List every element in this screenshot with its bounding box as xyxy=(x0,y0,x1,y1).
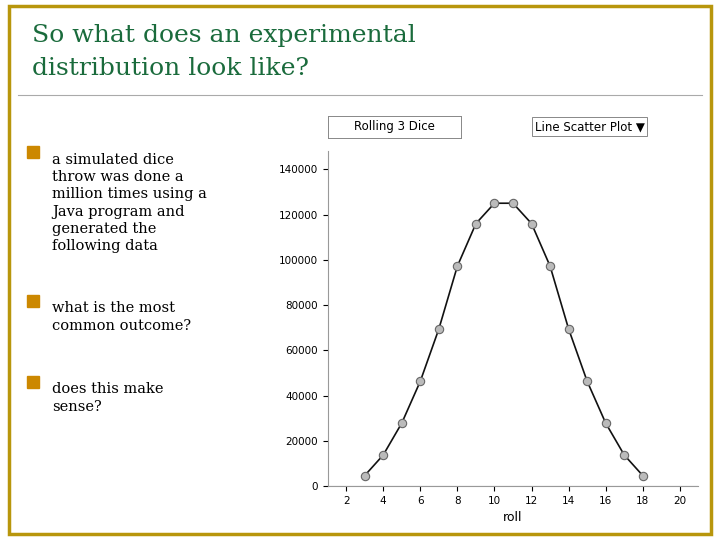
Text: So what does an experimental: So what does an experimental xyxy=(32,24,416,48)
Text: Rolling 3 Dice: Rolling 3 Dice xyxy=(354,120,435,133)
X-axis label: roll: roll xyxy=(503,511,523,524)
Text: distribution look like?: distribution look like? xyxy=(32,57,310,80)
Text: what is the most
common outcome?: what is the most common outcome? xyxy=(52,301,191,333)
Text: a simulated dice
throw was done a
million times using a
Java program and
generat: a simulated dice throw was done a millio… xyxy=(52,153,207,253)
Bar xyxy=(27,295,39,307)
Bar xyxy=(27,146,39,158)
Text: Line Scatter Plot ▼: Line Scatter Plot ▼ xyxy=(534,120,644,133)
Bar xyxy=(27,376,39,388)
Text: does this make
sense?: does this make sense? xyxy=(52,382,163,414)
